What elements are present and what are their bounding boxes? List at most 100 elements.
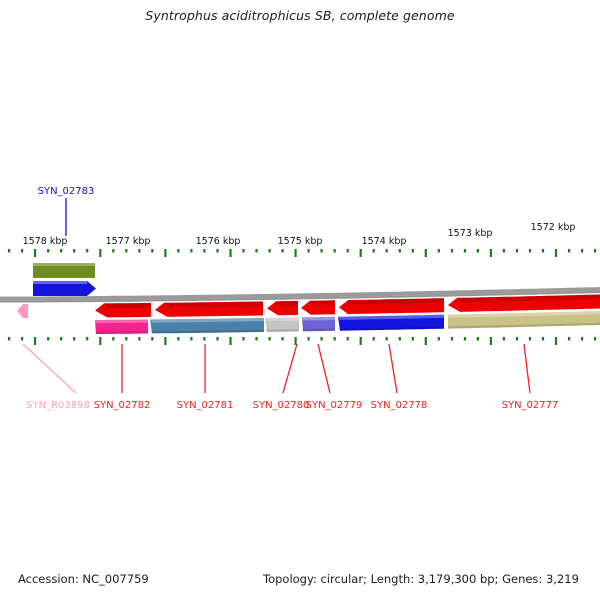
- ruler-tick: [346, 249, 349, 253]
- ruler-tickmarks-top: [8, 249, 597, 257]
- leader-line-SYN_02779: [317, 343, 331, 394]
- purple-box-highlight: [302, 316, 335, 321]
- label-leader-lines: [22, 198, 531, 394]
- khaki-box[interactable]: [448, 311, 600, 329]
- ruler-tick: [47, 249, 50, 253]
- feature-label-SYN_02782[interactable]: SYN_02782: [93, 400, 151, 411]
- khaki-box-highlight: [448, 311, 600, 318]
- ruler-tick: [294, 249, 297, 257]
- steel-box-shadow: [150, 329, 264, 334]
- page-title: Syntrophus aciditrophicus SB, complete g…: [145, 8, 455, 23]
- leader-line-SYN_02777: [523, 343, 531, 394]
- ruler-tick: [411, 337, 414, 341]
- ruler-tick: [60, 249, 63, 253]
- gray-box[interactable]: [265, 317, 299, 332]
- ruler-tick: [307, 249, 310, 253]
- ruler-tick-label: 1578 kbp: [22, 236, 68, 247]
- gene-arrow-shade-SYN_02778: [348, 298, 444, 305]
- ruler-tick: [242, 249, 245, 253]
- ruler-tick: [372, 249, 375, 253]
- ruler-tick: [437, 249, 440, 253]
- ruler-tick: [463, 249, 466, 253]
- ruler-tick-label: 1572 kbp: [530, 222, 576, 233]
- ruler-tick: [73, 337, 76, 341]
- ruler-tick: [541, 249, 545, 253]
- ruler-tick: [86, 249, 89, 253]
- ruler-tick: [515, 249, 519, 253]
- ruler-tick: [502, 249, 505, 253]
- olive-box-highlight: [33, 263, 95, 266]
- ruler-tick: [489, 249, 492, 257]
- blue-box-shadow: [338, 326, 444, 331]
- ruler-tick: [346, 337, 349, 341]
- ruler-tick: [398, 249, 401, 253]
- feature-label-SYN_02780[interactable]: SYN_02780: [252, 400, 310, 411]
- ruler-tick: [594, 337, 597, 341]
- backbone-shadow: [0, 291, 600, 303]
- trna-arrow-SYN_R03898[interactable]: [17, 304, 28, 318]
- ruler-tick: [333, 249, 336, 253]
- feature-label-SYN_02781[interactable]: SYN_02781: [176, 400, 234, 411]
- magenta-box-highlight: [95, 319, 148, 324]
- ruler-tick: [125, 249, 128, 253]
- steel-box-highlight: [150, 318, 264, 323]
- gene-domain-boxes[interactable]: [95, 311, 600, 334]
- gray-box-highlight: [265, 317, 299, 322]
- leader-line-SYN_02780: [282, 343, 298, 394]
- ruler-tick: [229, 249, 232, 257]
- feature-label-SYN_R03898[interactable]: SYN_R03898: [26, 400, 90, 411]
- feature-label-SYN_02783[interactable]: SYN_02783: [37, 186, 95, 197]
- ruler-tick: [541, 337, 545, 341]
- feature-label-SYN_02777[interactable]: SYN_02777: [501, 400, 559, 411]
- magenta-box[interactable]: [95, 319, 148, 335]
- ruler-tick: [594, 249, 597, 253]
- ruler-tick: [307, 337, 310, 341]
- ruler-tick: [528, 249, 532, 253]
- magenta-box-shadow: [95, 331, 148, 334]
- gene-arrow-shade-SYN_02779: [310, 300, 335, 306]
- ruler-tick: [242, 337, 245, 341]
- ruler-tick: [229, 337, 232, 345]
- ruler-tick: [8, 337, 11, 341]
- ruler-tick: [281, 337, 284, 341]
- ruler-tick: [21, 337, 24, 341]
- ruler-tick: [255, 337, 258, 341]
- sequence-backbone[interactable]: [0, 287, 600, 303]
- ruler-tick: [372, 337, 375, 341]
- ruler-tick-label: 1573 kbp: [447, 228, 493, 239]
- ruler-tick: [216, 337, 219, 341]
- ruler-tick: [151, 337, 154, 341]
- ruler-tick: [190, 337, 193, 341]
- purple-box[interactable]: [302, 316, 335, 332]
- ruler-tick: [476, 249, 479, 253]
- ruler-tick: [86, 337, 89, 341]
- ruler-tick: [528, 337, 532, 341]
- ruler-tick: [99, 337, 102, 345]
- ruler-tick: [164, 249, 167, 257]
- blue-arrow-left[interactable]: [33, 281, 96, 296]
- trna-feature[interactable]: [17, 304, 28, 318]
- ruler-tick-label: 1574 kbp: [361, 236, 407, 247]
- feature-label-SYN_02778[interactable]: SYN_02778: [370, 400, 428, 411]
- ruler-tick: [164, 337, 167, 345]
- steel-box[interactable]: [150, 318, 264, 334]
- ruler-tick: [281, 249, 284, 253]
- blue-box[interactable]: [338, 314, 444, 331]
- ruler-tick: [359, 337, 362, 345]
- gene-arrow-shade-SYN_02777: [457, 294, 600, 303]
- ruler-tick: [424, 337, 427, 345]
- forward-strand-features[interactable]: [33, 263, 96, 296]
- ruler-tick: [125, 337, 128, 341]
- backbone-band[interactable]: [0, 287, 600, 301]
- reverse-strand-gene-arrows[interactable]: [95, 294, 600, 318]
- gene-arrow-shade-SYN_02782: [104, 302, 151, 308]
- feature-label-SYN_02779[interactable]: SYN_02779: [305, 400, 363, 411]
- genome-summary-text: Topology: circular; Length: 3,179,300 bp…: [263, 572, 579, 586]
- ruler-tick: [112, 337, 115, 341]
- ruler-tick-label: 1575 kbp: [277, 236, 323, 247]
- olive-box[interactable]: [33, 263, 95, 278]
- ruler-tick: [268, 337, 271, 341]
- ruler-tick: [177, 337, 180, 341]
